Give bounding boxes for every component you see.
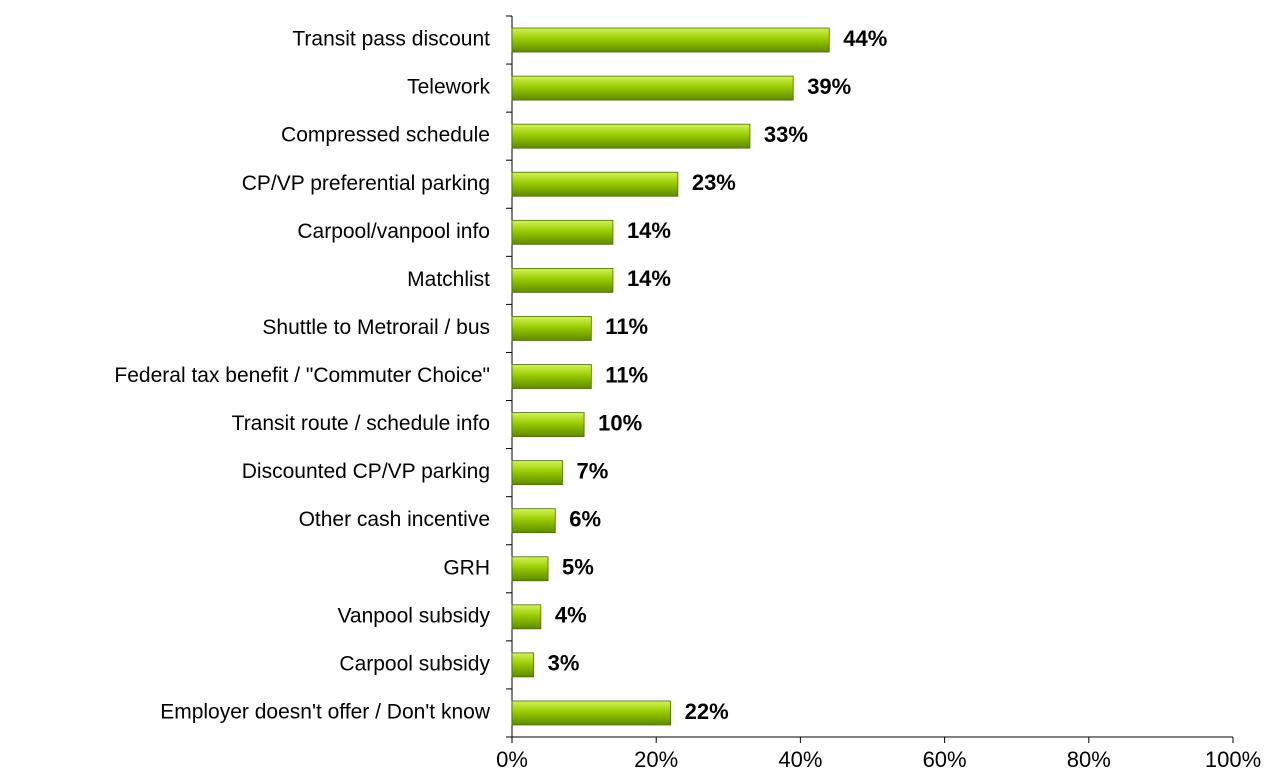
value-label: 11% [605, 362, 648, 387]
x-tick-label: 60% [923, 747, 967, 772]
y-tick-label: Transit pass discount [292, 28, 490, 51]
value-label: 33% [764, 122, 808, 147]
bar [511, 267, 614, 293]
bar [511, 556, 549, 582]
bar [511, 604, 542, 630]
bar [511, 316, 592, 341]
x-tick-label: 0% [496, 747, 528, 772]
value-label: 39% [807, 74, 851, 99]
bar [511, 412, 585, 437]
x-tick-label: 40% [778, 747, 822, 772]
bar [511, 652, 535, 678]
value-label: 14% [627, 266, 671, 291]
y-tick-label: Compressed schedule [281, 124, 490, 147]
bar [511, 171, 679, 197]
value-label: 10% [598, 410, 642, 435]
y-tick-label: Carpool subsidy [339, 652, 490, 675]
value-label: 23% [692, 170, 736, 195]
y-tick-label: Vanpool subsidy [337, 604, 490, 627]
value-label: 4% [555, 603, 587, 628]
value-label: 11% [605, 314, 648, 339]
y-tick-label: Other cash incentive [299, 508, 490, 531]
y-tick-label: GRH [443, 556, 490, 579]
bar [511, 219, 614, 245]
y-tick-label: Discounted CP/VP parking [242, 460, 490, 483]
bar [511, 123, 751, 149]
bar [511, 75, 794, 101]
bar [511, 27, 830, 53]
value-label: 7% [576, 458, 608, 483]
value-label: 44% [843, 26, 887, 51]
y-tick-label: Carpool/vanpool info [297, 220, 490, 243]
value-label: 14% [627, 218, 671, 243]
y-tick-label: Shuttle to Metrorail / bus [262, 316, 490, 339]
value-label: 6% [569, 507, 601, 532]
x-tick-label: 80% [1067, 747, 1111, 772]
y-tick-label: Employer doesn't offer / Don't know [160, 701, 491, 724]
y-tick-label: Federal tax benefit / "Commuter Choice" [114, 364, 490, 387]
y-tick-label: Matchlist [407, 268, 490, 291]
y-tick-label: Telework [407, 76, 490, 99]
bar [511, 508, 556, 534]
bar [511, 460, 563, 486]
value-label: 22% [685, 699, 729, 724]
value-label: 3% [548, 651, 580, 676]
bar [511, 700, 672, 726]
x-tick-label: 100% [1205, 747, 1261, 772]
x-tick-label: 20% [634, 747, 678, 772]
y-tick-label: CP/VP preferential parking [242, 172, 490, 195]
y-tick-label: Transit route / schedule info [232, 412, 490, 435]
value-label: 5% [562, 555, 594, 580]
bar [511, 364, 592, 389]
